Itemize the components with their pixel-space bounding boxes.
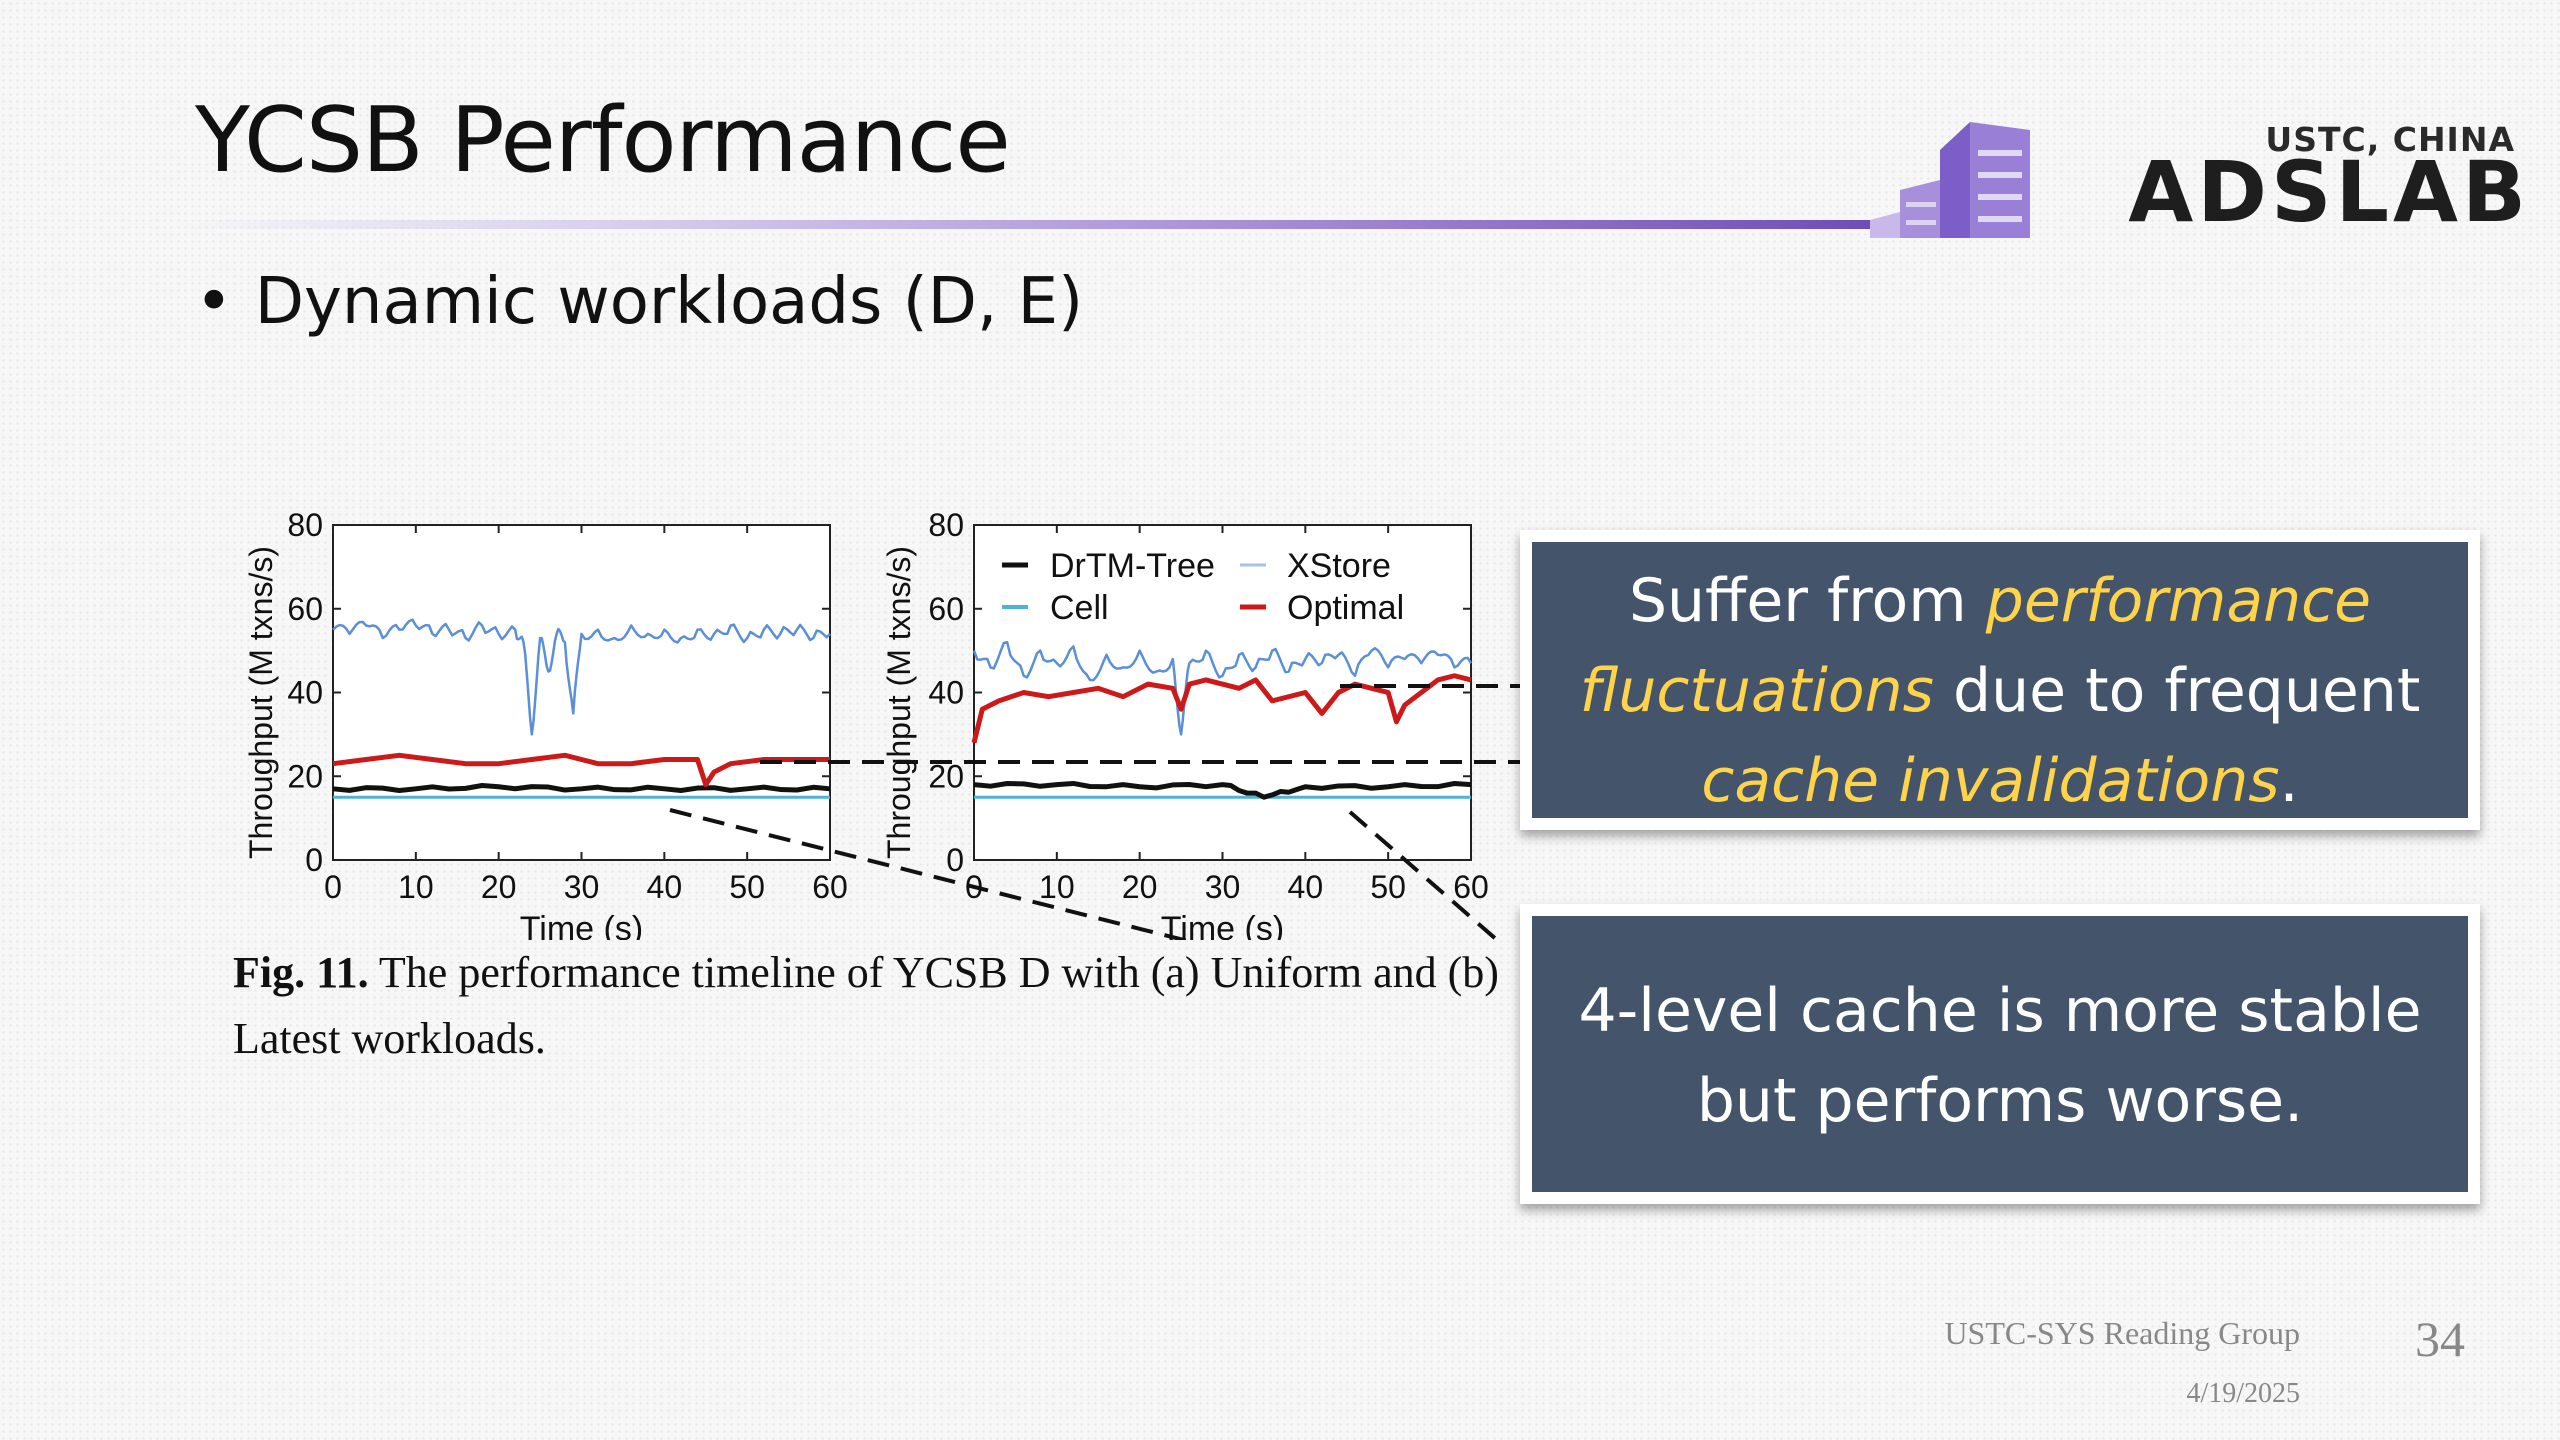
callout1-text-1: Suffer from xyxy=(1628,566,1986,636)
y-tick-label: 80 xyxy=(287,507,323,543)
y-tick-label: 20 xyxy=(287,758,323,794)
callout1-highlight-1: performance fluctuations xyxy=(1579,566,2372,726)
series-line-optimal xyxy=(332,752,830,788)
y-tick-label: 40 xyxy=(287,675,323,711)
adslab-logo-icon xyxy=(1870,122,2030,238)
x-tick-label: 40 xyxy=(647,869,683,905)
y-tick-label: 0 xyxy=(946,842,964,878)
legend-label-xstore: XStore xyxy=(1287,547,1391,585)
y-tick-label: 60 xyxy=(928,591,964,627)
bullet-text: Dynamic workloads (D, E) xyxy=(254,265,1084,339)
series-line-drtm-tree xyxy=(973,780,1472,800)
x-tick-label: 30 xyxy=(1205,869,1241,905)
bullet-item: • Dynamic workloads (D, E) xyxy=(195,265,1083,339)
callout1-text-3: . xyxy=(2279,746,2299,816)
x-tick-label: 20 xyxy=(1122,869,1158,905)
callout2-text: 4-level cache is more stable but perform… xyxy=(1578,976,2422,1136)
y-axis-label: Throughput (M txns/s) xyxy=(881,546,917,859)
chart-panel-a: 0 10 20 30 40 50 60 0 20 40 60 80 Time (s) Throughput… xyxy=(243,507,848,940)
x-tick-label: 30 xyxy=(564,869,600,905)
x-tick-label: 20 xyxy=(481,869,517,905)
plot-area xyxy=(332,524,831,861)
performance-figure: 0 10 20 30 40 50 60 0 20 40 60 80 Time (s) Throughput… xyxy=(243,507,1520,940)
series-line-xstore xyxy=(972,641,1473,736)
legend: DrTM-Tree XStore Cell Optimal xyxy=(1002,547,1404,627)
page-number: 34 xyxy=(2415,1311,2465,1367)
logo-name: ADSLAB xyxy=(2128,143,2530,241)
legend-label-cell: Cell xyxy=(1050,589,1109,627)
x-tick-label: 40 xyxy=(1288,869,1324,905)
figure-caption: Fig. 11. The performance timeline of YCS… xyxy=(233,940,1533,1072)
footer-date: 4/19/2025 xyxy=(2186,1378,2300,1409)
y-tick-label: 40 xyxy=(928,675,964,711)
footer-group: USTC-SYS Reading Group xyxy=(1944,1315,2300,1351)
x-tick-label: 60 xyxy=(812,869,848,905)
caption-label: Fig. 11. xyxy=(233,948,369,997)
legend-label-drtm-tree: DrTM-Tree xyxy=(1050,547,1215,585)
callout-stable-cache: 4-level cache is more stable but perform… xyxy=(1520,904,2480,1204)
title-underline xyxy=(175,220,1895,229)
y-tick-label: 20 xyxy=(928,758,964,794)
y-tick-label: 60 xyxy=(287,591,323,627)
callout1-text-2: due to frequent xyxy=(1933,656,2421,726)
callout1-highlight-2: cache invalidations xyxy=(1701,746,2280,816)
callout-fluctuations: Suffer from performance fluctuations due… xyxy=(1520,530,2480,830)
series-line-optimal xyxy=(971,673,1472,744)
x-tick-label: 50 xyxy=(729,869,765,905)
callout-connectors xyxy=(669,684,1520,940)
x-tick-label: 60 xyxy=(1453,869,1489,905)
x-axis-label: Time (s) xyxy=(520,910,643,940)
x-tick-label: 10 xyxy=(398,869,434,905)
x-axis-label: Time (s) xyxy=(1161,910,1284,940)
x-tick-label: 50 xyxy=(1370,869,1406,905)
bullet-dot: • xyxy=(195,265,233,339)
x-tick-label: 0 xyxy=(324,869,342,905)
y-axis-label: Throughput (M txns/s) xyxy=(243,546,279,859)
logo-subtitle: USTC, CHINA xyxy=(2265,120,2515,159)
caption-text: The performance timeline of YCSB D with … xyxy=(233,948,1499,1063)
series-line-drtm-tree xyxy=(332,782,831,793)
y-tick-label: 0 xyxy=(305,842,323,878)
plot-area xyxy=(973,524,1472,861)
y-tick-label: 80 xyxy=(928,507,964,543)
slide-title: YCSB Performance xyxy=(195,88,1011,193)
series-line-xstore xyxy=(332,618,831,736)
x-tick-label: 10 xyxy=(1039,869,1075,905)
legend-label-optimal: Optimal xyxy=(1287,589,1404,627)
